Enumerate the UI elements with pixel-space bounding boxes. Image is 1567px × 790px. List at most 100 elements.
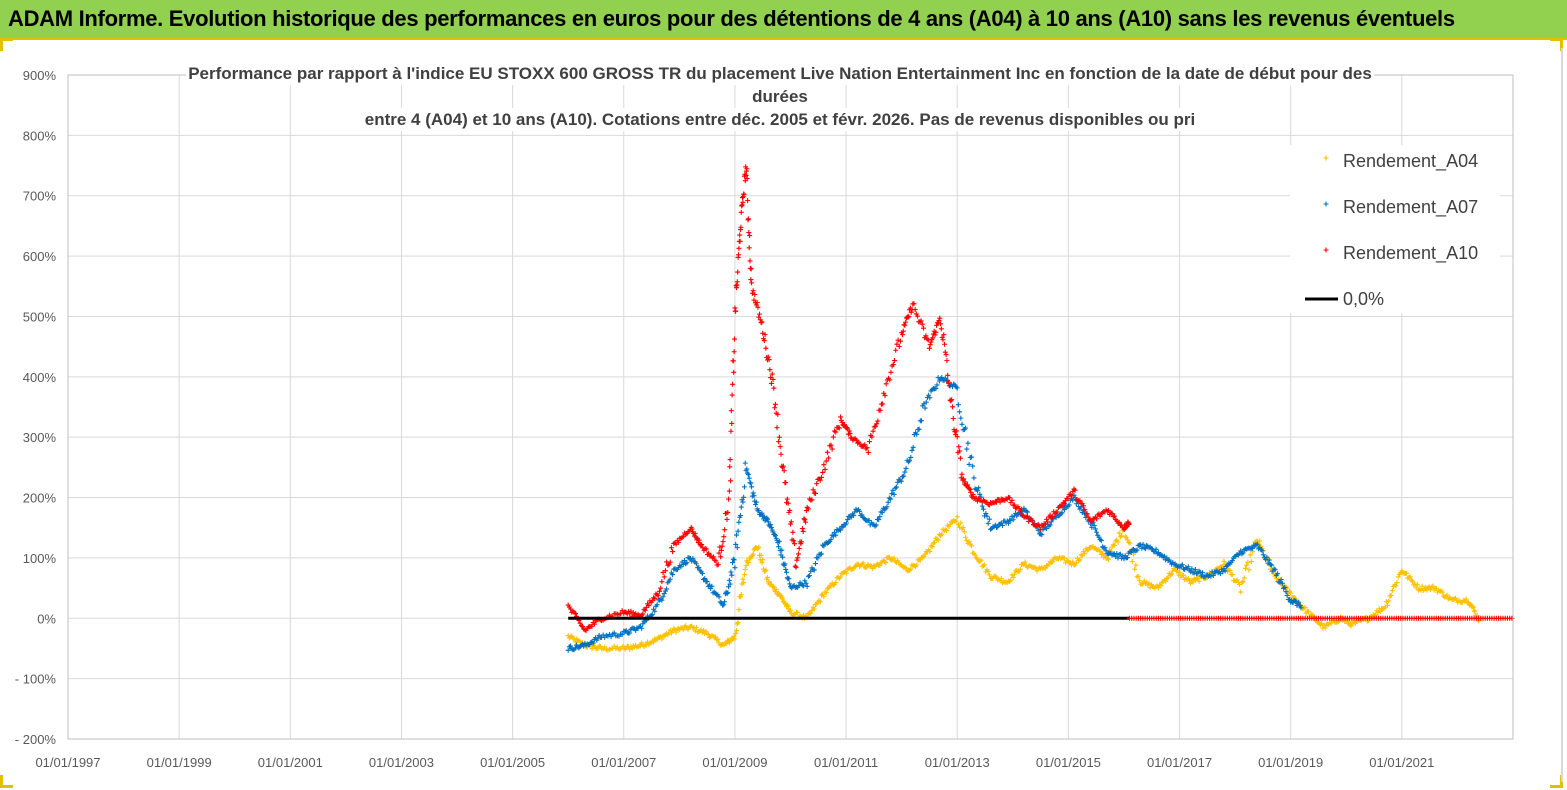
- data-point: [810, 487, 816, 493]
- data-point: [1284, 592, 1290, 598]
- data-point: [659, 636, 665, 642]
- data-point: [959, 471, 965, 477]
- data-point: [578, 623, 584, 629]
- data-point: [932, 539, 938, 545]
- data-point: [1260, 552, 1266, 558]
- data-point: [718, 554, 724, 560]
- data-point: [843, 570, 849, 576]
- data-point: [839, 419, 845, 425]
- data-point: [710, 554, 716, 560]
- data-point: [1366, 618, 1371, 624]
- data-point: [1451, 596, 1457, 602]
- data-point: [813, 561, 819, 567]
- data-point: [958, 415, 964, 421]
- data-point: [1132, 566, 1138, 572]
- data-point: [1241, 575, 1247, 581]
- data-point: [877, 563, 883, 569]
- data-point: [889, 491, 895, 497]
- data-point: [705, 632, 711, 638]
- data-point: [911, 301, 917, 307]
- data-point: [807, 573, 813, 579]
- data-point: [747, 233, 753, 239]
- data-point: [801, 612, 807, 618]
- data-point: [745, 198, 751, 204]
- data-point: [717, 544, 723, 550]
- data-point: [1275, 571, 1281, 577]
- series-Rendement_A04: [565, 514, 1482, 653]
- data-point: [1394, 580, 1400, 586]
- data-point: [811, 567, 817, 573]
- data-point: [728, 428, 734, 434]
- data-point: [696, 537, 702, 543]
- data-point: [715, 562, 721, 568]
- data-point: [721, 602, 727, 608]
- data-point: [637, 643, 643, 649]
- data-point: [813, 490, 819, 496]
- data-point: [726, 577, 732, 583]
- data-point: [703, 546, 709, 552]
- data-point: [934, 322, 940, 328]
- data-point: [908, 309, 914, 315]
- data-point: [830, 533, 836, 539]
- data-point: [565, 647, 571, 653]
- data-point: [704, 578, 710, 584]
- data-point: [820, 469, 826, 475]
- data-point: [899, 332, 905, 338]
- data-point: [1385, 602, 1391, 608]
- data-point: [919, 418, 925, 424]
- data-point: [908, 566, 914, 572]
- data-point: [1077, 498, 1083, 504]
- data-point: [713, 558, 719, 564]
- data-point: [1136, 577, 1142, 583]
- data-point: [742, 567, 748, 573]
- data-point: [760, 557, 766, 563]
- data-point: [978, 557, 984, 563]
- data-point: [727, 464, 733, 470]
- data-point: [717, 599, 723, 605]
- data-point: [902, 564, 908, 570]
- data-point: [1077, 557, 1083, 563]
- data-point: [832, 428, 838, 434]
- data-point: [788, 521, 793, 527]
- data-point: [730, 381, 736, 387]
- data-point: [748, 277, 754, 283]
- data-point: [770, 529, 776, 535]
- data-point: [1242, 565, 1248, 571]
- data-point: [1126, 539, 1132, 545]
- data-point: [1257, 538, 1263, 544]
- data-point: [730, 358, 736, 364]
- data-point: [877, 514, 883, 520]
- data-point: [667, 576, 673, 582]
- data-point: [1414, 582, 1420, 588]
- data-point: [1100, 544, 1106, 550]
- data-point: [938, 321, 944, 327]
- data-point: [891, 491, 897, 497]
- data-point: [1254, 541, 1260, 547]
- data-point: [891, 555, 897, 561]
- data-point: [693, 624, 699, 630]
- data-point: [759, 510, 765, 516]
- data-point: [716, 550, 722, 556]
- data-point: [1082, 551, 1088, 557]
- data-point: [903, 465, 909, 471]
- data-point: [769, 371, 775, 377]
- legend-marker: [1323, 247, 1329, 253]
- data-point: [784, 496, 790, 502]
- corner-decoration: [1550, 38, 1563, 51]
- data-point: [738, 224, 744, 230]
- data-point: [1029, 518, 1035, 524]
- data-point: [1190, 579, 1196, 585]
- corner-decoration: [0, 775, 13, 788]
- data-point: [909, 447, 915, 453]
- data-point: [874, 421, 880, 427]
- data-point: [1246, 567, 1252, 573]
- data-point: [661, 633, 667, 639]
- data-point: [1038, 531, 1044, 537]
- data-point: [1011, 571, 1017, 577]
- data-point: [699, 542, 705, 548]
- data-point: [692, 531, 698, 537]
- data-point: [912, 307, 918, 313]
- data-point: [755, 304, 761, 310]
- data-point: [821, 462, 827, 468]
- data-point: [901, 473, 907, 479]
